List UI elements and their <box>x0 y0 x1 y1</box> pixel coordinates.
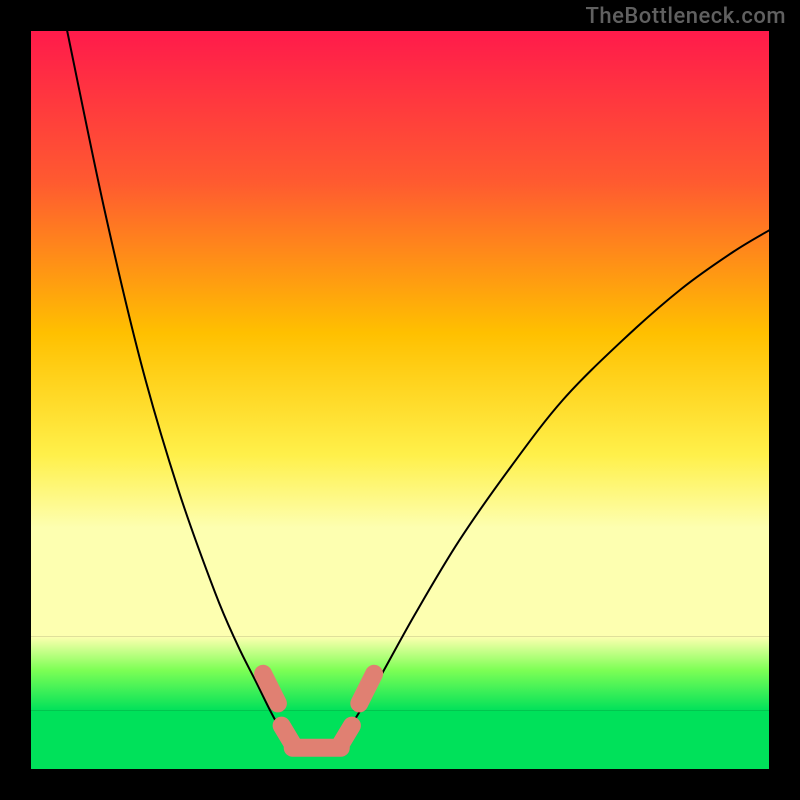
plot-bg-band <box>30 637 770 711</box>
valley-marker-segment <box>341 726 352 745</box>
plot-bg-gradient <box>30 30 770 637</box>
bottleneck-chart <box>0 0 800 800</box>
stage: TheBottleneck.com <box>0 0 800 800</box>
watermark-text: TheBottleneck.com <box>585 4 786 29</box>
plot-bg-tail <box>30 711 770 770</box>
